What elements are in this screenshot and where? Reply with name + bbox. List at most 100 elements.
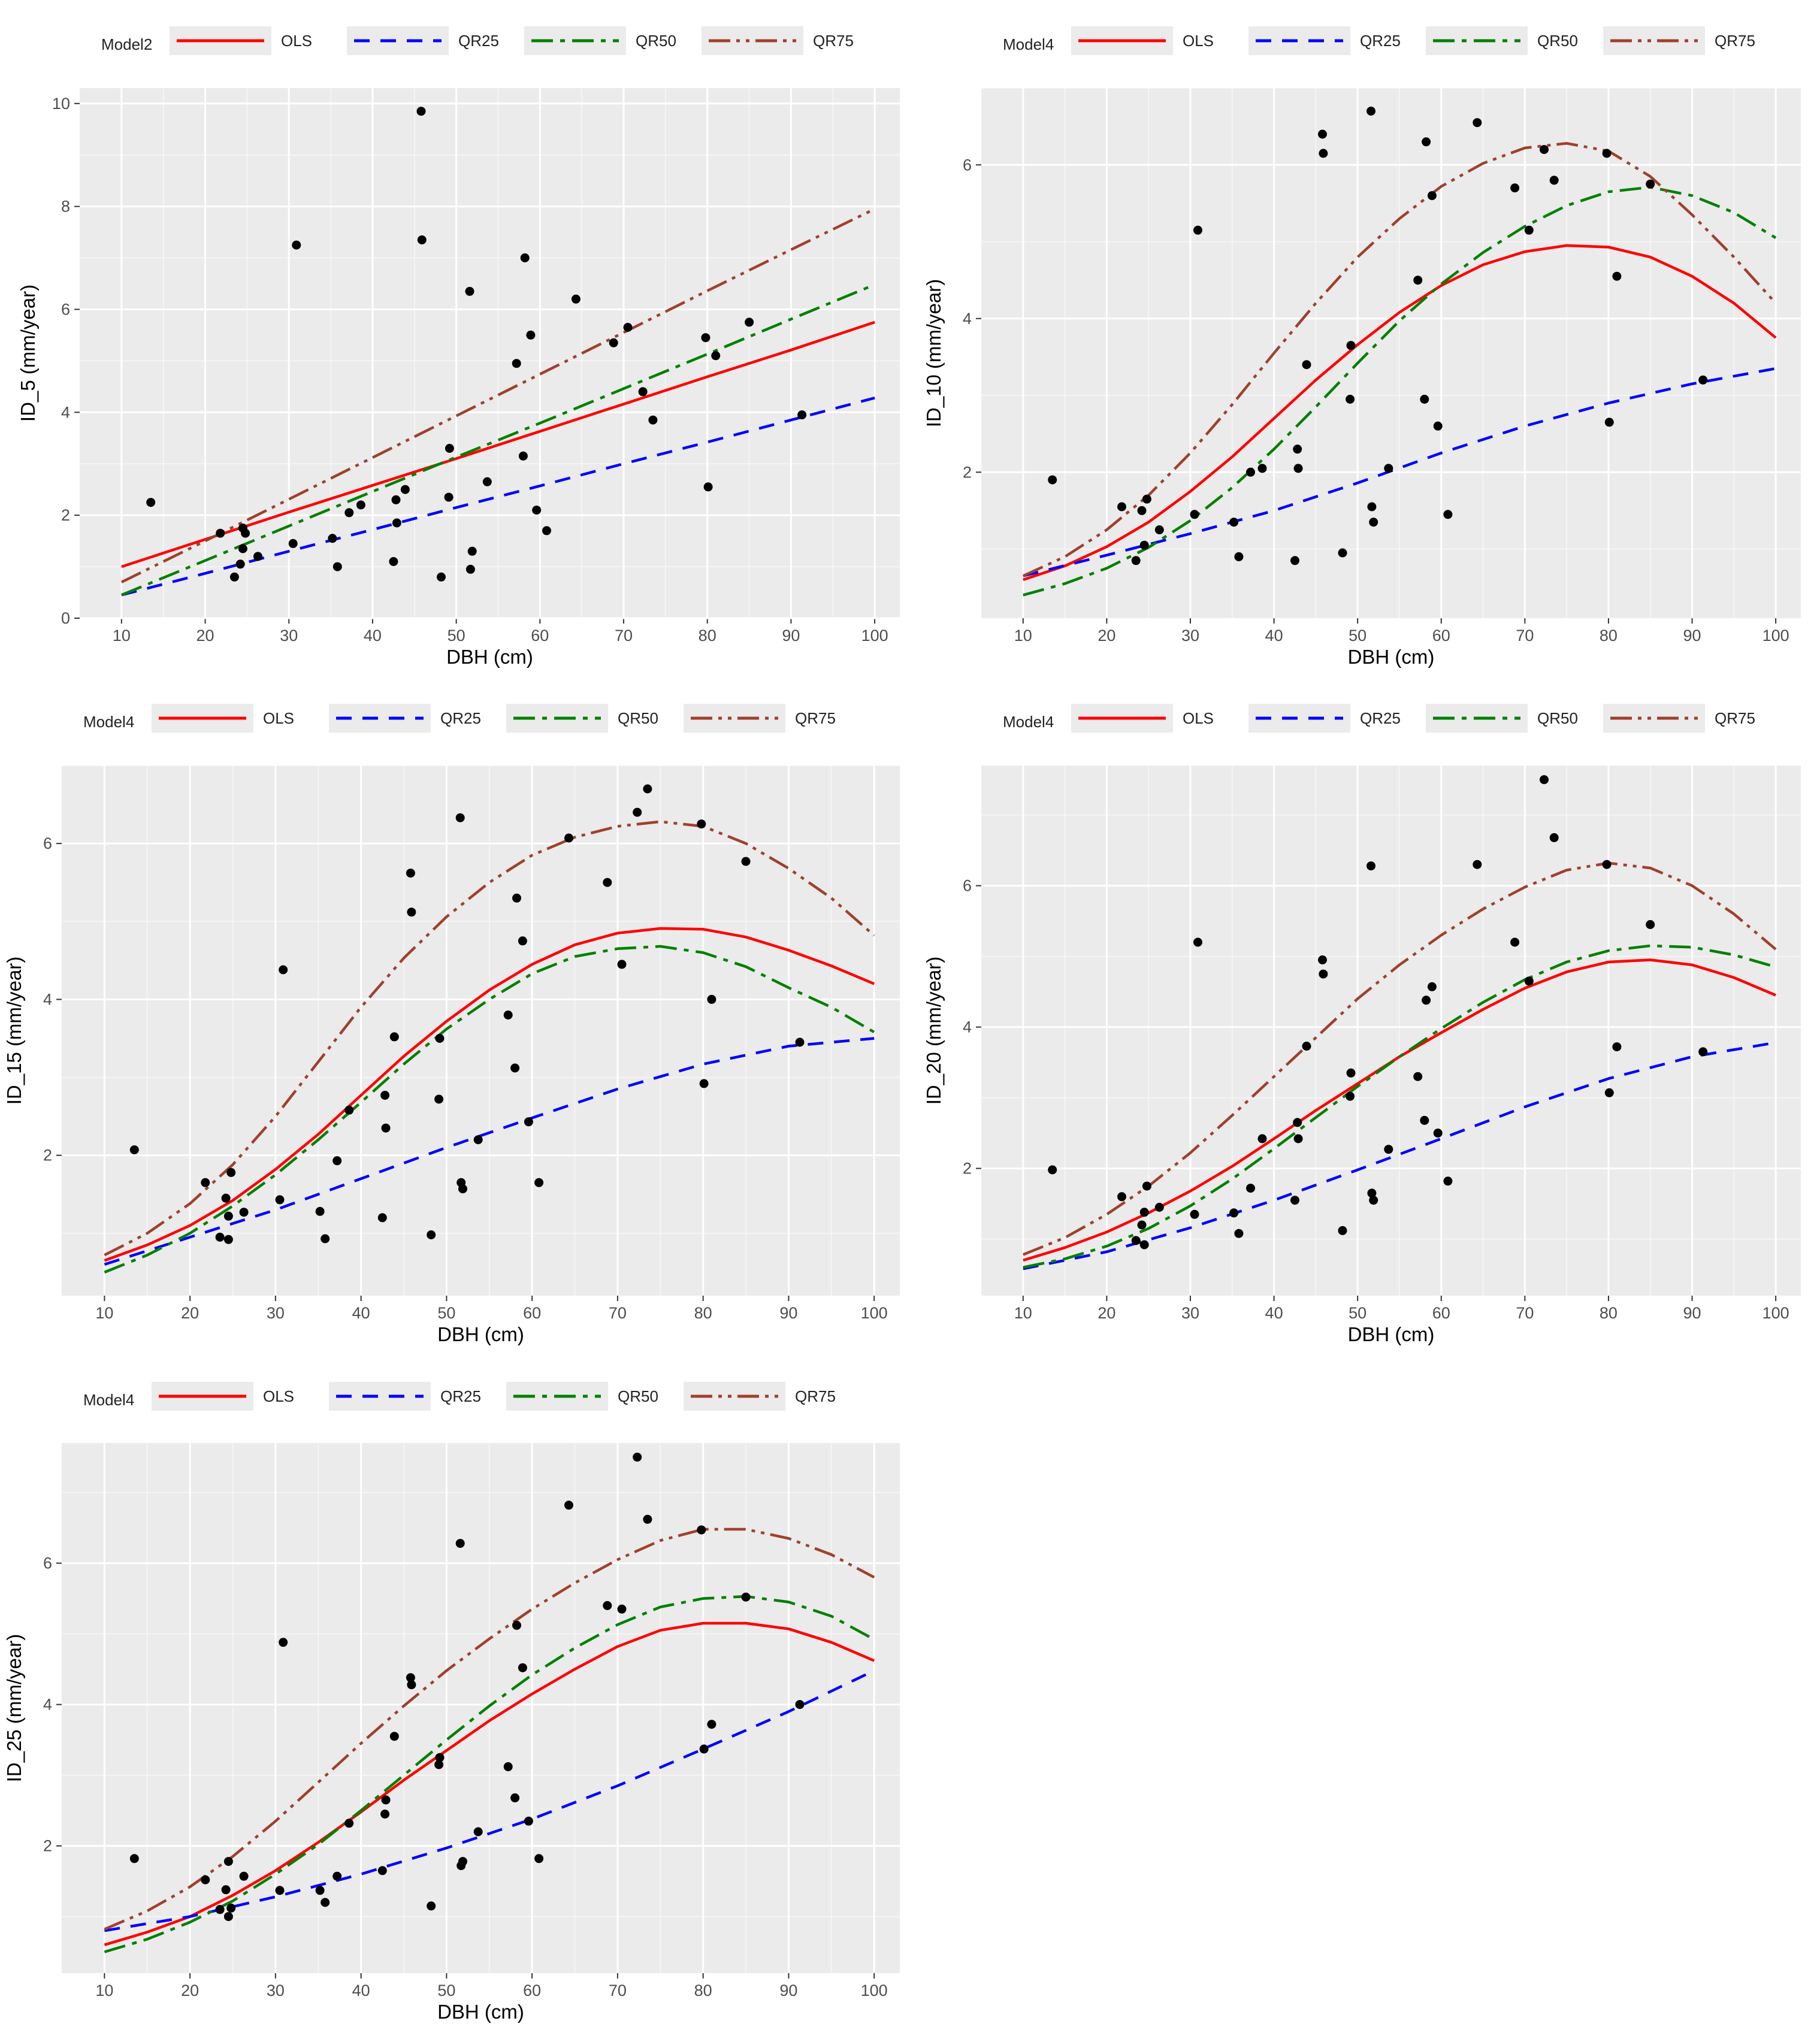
data-point xyxy=(201,1178,210,1187)
tick-label-x: 100 xyxy=(1762,1304,1789,1322)
data-point xyxy=(1302,1042,1311,1051)
legend-label-qr75: QR75 xyxy=(1715,709,1755,727)
series-line-qr25 xyxy=(1023,1041,1776,1270)
legend-title: Model4 xyxy=(1003,35,1054,53)
x-axis: 10 20 30 40 50 60 70 80 90 100 xyxy=(1014,88,1789,645)
data-point xyxy=(389,1732,399,1741)
data-point xyxy=(1246,1184,1255,1193)
data-point xyxy=(1117,502,1126,512)
tick-label-x: 100 xyxy=(1762,627,1789,645)
data-point xyxy=(1366,107,1375,116)
tick-label-x: 70 xyxy=(1516,627,1534,645)
data-point xyxy=(427,1901,436,1911)
points xyxy=(129,784,805,1244)
tick-label-y: 6 xyxy=(963,156,972,174)
data-point xyxy=(1524,976,1534,986)
data-point xyxy=(1154,525,1164,534)
series-line-qr75 xyxy=(104,1527,875,1931)
data-point xyxy=(226,1903,236,1913)
data-point xyxy=(406,1673,415,1683)
legend-label-qr25: QR25 xyxy=(440,1387,481,1405)
points xyxy=(129,1453,805,1922)
legend: Model4 OLS QR25 QR50 QR75 xyxy=(83,1382,836,1411)
data-point xyxy=(1338,1226,1347,1235)
data-point xyxy=(795,1037,805,1047)
data-point xyxy=(1193,937,1202,947)
data-point xyxy=(707,994,716,1004)
data-point xyxy=(711,351,721,361)
data-point xyxy=(407,907,416,917)
legend-label-ols: OLS xyxy=(1183,32,1214,50)
data-point xyxy=(238,544,247,553)
tick-label-x: 100 xyxy=(861,1981,888,1999)
data-point xyxy=(1346,341,1356,350)
data-point xyxy=(1048,475,1057,485)
data-point xyxy=(1293,444,1302,454)
data-point xyxy=(1510,183,1520,193)
series-line-qr25 xyxy=(104,1037,875,1266)
tick-label-y: 4 xyxy=(43,990,52,1008)
data-point xyxy=(542,526,551,536)
data-point xyxy=(1137,1220,1147,1230)
data-point xyxy=(1420,1115,1429,1125)
series-line-ols xyxy=(1023,244,1777,582)
tick-label-x: 80 xyxy=(694,1981,712,1999)
tick-label-x: 50 xyxy=(1349,627,1366,645)
data-point xyxy=(1366,861,1375,871)
y-axis: 2 4 6 xyxy=(963,877,1801,1178)
data-point xyxy=(741,857,751,866)
legend-label-qr50: QR50 xyxy=(1537,709,1578,727)
data-point xyxy=(1413,276,1423,285)
data-point xyxy=(1384,464,1393,473)
tick-label-y: 6 xyxy=(43,834,52,852)
data-point xyxy=(571,294,581,304)
data-point xyxy=(344,1819,354,1828)
data-point xyxy=(617,1604,627,1614)
tick-label-x: 70 xyxy=(609,1981,627,1999)
tick-label-x: 10 xyxy=(1014,627,1032,645)
data-point xyxy=(609,338,618,347)
data-point xyxy=(1346,395,1355,404)
tick-label-y: 2 xyxy=(963,463,972,481)
legend-title: Model4 xyxy=(83,1391,134,1409)
plot-panel xyxy=(981,88,1801,618)
data-point xyxy=(564,1500,573,1510)
data-point xyxy=(1137,506,1147,515)
data-point xyxy=(407,1680,416,1690)
data-point xyxy=(1154,1203,1164,1212)
tick-label-y: 2 xyxy=(963,1160,972,1178)
tick-label-x: 10 xyxy=(113,627,131,645)
series-line-ols xyxy=(104,927,875,1262)
data-point xyxy=(1604,418,1614,427)
series-group xyxy=(104,1527,875,1953)
points xyxy=(1048,107,1708,565)
tick-label-y: 8 xyxy=(61,198,70,216)
data-point xyxy=(1427,191,1437,201)
tick-label-y: 10 xyxy=(52,95,70,113)
series-group xyxy=(120,207,876,597)
y-axis: 2 4 6 xyxy=(43,834,900,1164)
data-point xyxy=(1338,548,1347,558)
x-axis: 10 20 30 40 50 60 70 80 90 100 xyxy=(1014,766,1789,1322)
data-point xyxy=(229,572,239,582)
data-point xyxy=(434,1760,444,1769)
data-point xyxy=(389,1032,399,1042)
data-point xyxy=(417,235,427,244)
data-point xyxy=(437,572,446,582)
data-point xyxy=(1604,1088,1614,1097)
data-point xyxy=(467,546,477,556)
tick-label-x: 20 xyxy=(181,1981,199,1999)
data-point xyxy=(1420,395,1429,404)
data-point xyxy=(241,528,250,538)
legend: Model4 OLS QR25 QR50 QR75 xyxy=(1003,26,1755,55)
data-point xyxy=(534,1854,544,1863)
tick-label-y: 0 xyxy=(61,609,70,627)
plot-panel xyxy=(80,88,900,618)
data-point xyxy=(1646,179,1655,189)
data-point xyxy=(235,559,245,569)
data-point xyxy=(512,893,521,903)
data-point xyxy=(400,485,410,494)
